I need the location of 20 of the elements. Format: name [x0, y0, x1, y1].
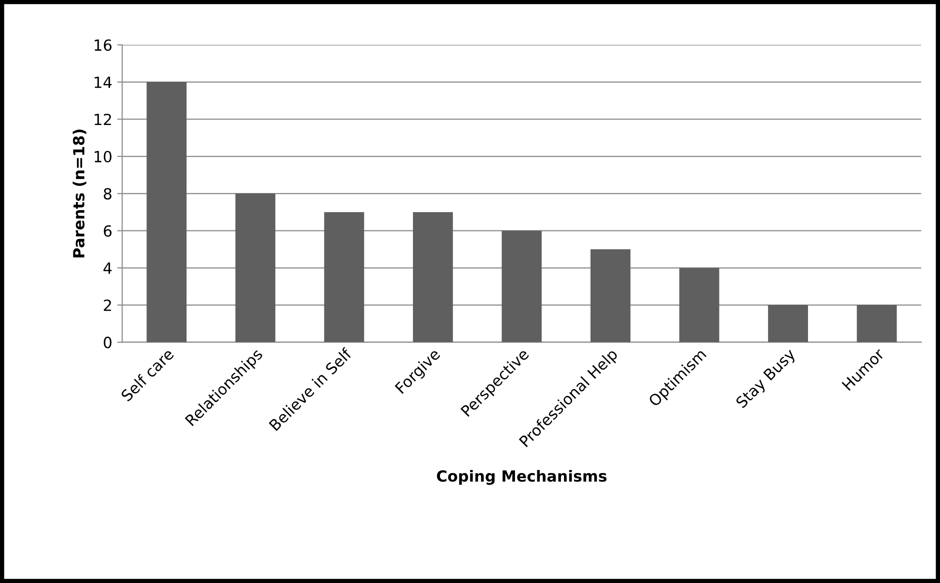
y-tick-label: 10 — [94, 150, 112, 162]
bar — [235, 194, 276, 342]
y-tick-label: 12 — [94, 114, 111, 126]
y-tick-label: 0 — [104, 336, 112, 348]
bar — [502, 230, 542, 342]
x-axis-title: Coping Mechanisms — [436, 470, 606, 485]
y-tick-label: 16 — [94, 39, 112, 51]
y-tick-label: 14 — [94, 76, 112, 88]
bar — [590, 249, 630, 342]
bar — [324, 212, 364, 342]
y-tick-label: 2 — [104, 300, 111, 311]
bar — [146, 82, 187, 342]
bar — [679, 268, 720, 342]
y-tick-label: 8 — [104, 188, 112, 200]
y-tick-label: 4 — [104, 262, 112, 274]
y-tick-label: 6 — [104, 225, 112, 237]
bar — [412, 212, 453, 342]
bar — [768, 305, 808, 342]
bar — [856, 305, 897, 342]
y-axis-title: Parents (n=18) — [72, 130, 86, 258]
